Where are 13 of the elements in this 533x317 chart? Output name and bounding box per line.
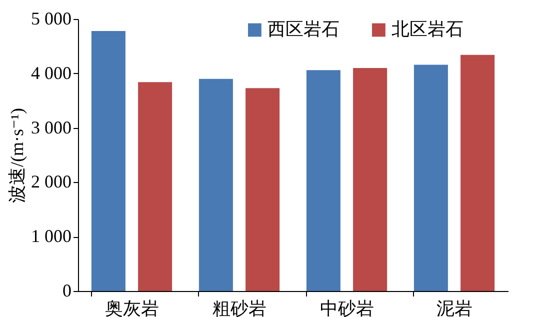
x-tick-label: 泥岩	[436, 298, 472, 317]
y-tick-label: 0	[62, 280, 72, 300]
y-tick-label: 5 000	[31, 8, 72, 28]
legend-label: 西区岩石	[268, 19, 340, 39]
x-tick-label: 奥灰岩	[104, 298, 159, 317]
y-axis-title: 波速/(m·s⁻¹)	[7, 108, 27, 203]
y-tick-label: 4 000	[31, 62, 72, 83]
y-tick-label: 1 000	[31, 226, 72, 246]
y-tick-label: 2 000	[31, 172, 72, 192]
legend-label: 北区岩石	[392, 19, 464, 39]
x-tick-label: 粗砂岩	[212, 298, 266, 317]
x-tick-label: 中砂岩	[320, 298, 374, 317]
y-tick-label: 3 000	[31, 117, 72, 138]
